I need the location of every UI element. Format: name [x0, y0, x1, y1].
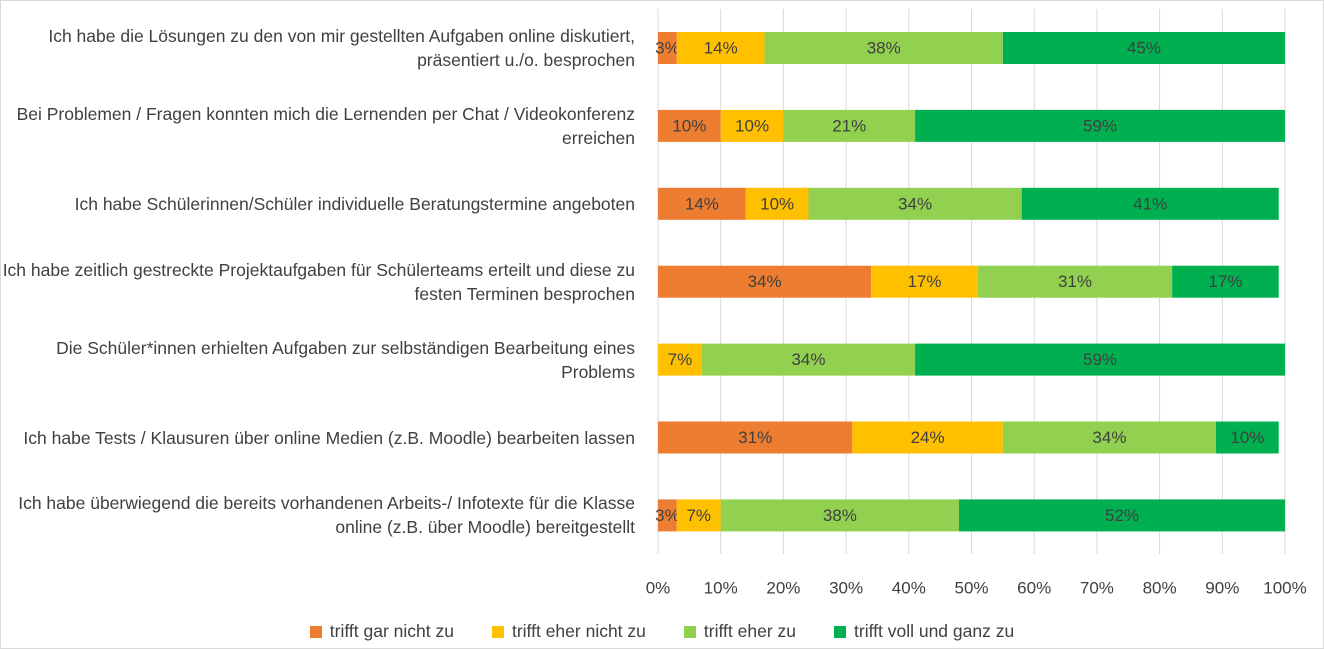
legend-swatch [491, 625, 504, 638]
x-tick-label: 80% [1143, 578, 1177, 597]
bar-segment [1021, 187, 1279, 220]
category-label: Die Schüler*innen erhielten Aufgaben zur… [56, 337, 635, 382]
value-label: 14% [704, 38, 738, 57]
value-label: 59% [1083, 116, 1117, 135]
value-label: 24% [911, 428, 945, 447]
bar-segment [658, 187, 746, 220]
bar-segment [658, 109, 721, 142]
bar-segment [808, 187, 1022, 220]
value-label: 41% [1133, 194, 1167, 213]
category-label: Ich habe überwiegend die bereits vorhand… [18, 493, 635, 538]
value-label: 34% [898, 194, 932, 213]
value-label: 34% [748, 272, 782, 291]
value-label: 3% [655, 38, 680, 57]
bar-segment [676, 499, 721, 532]
legend-swatch [834, 625, 846, 638]
category-label: Ich habe die Lösungen zu den von mir ges… [48, 26, 635, 70]
value-label: 59% [1083, 350, 1117, 369]
legend-label: trifft eher zu [703, 621, 796, 641]
value-label: 38% [823, 506, 857, 525]
value-label: 45% [1127, 38, 1161, 57]
legend-label: trifft voll und ganz zu [854, 621, 1015, 641]
value-label: 10% [1230, 428, 1264, 447]
value-label: 17% [1208, 272, 1242, 291]
bar-segment [720, 109, 784, 142]
legend-item: trifft voll und ganz zu [834, 621, 1014, 642]
legend-swatch [683, 625, 696, 638]
bar-segment [720, 499, 959, 532]
x-tick-label: 60% [1017, 578, 1051, 597]
bar-segment [701, 343, 916, 376]
bar-segment [977, 265, 1173, 298]
bar-segment [764, 32, 1003, 64]
bar-segment [658, 421, 853, 454]
x-tick-label: 20% [766, 578, 800, 597]
value-label: 31% [1058, 272, 1092, 291]
category-label: Ich habe zeitlich gestreckte Projektaufg… [2, 259, 635, 304]
bar-segment [1172, 265, 1279, 298]
value-label: 10% [760, 194, 794, 213]
bar-segment [915, 343, 1285, 376]
value-label: 31% [738, 428, 772, 447]
bar-segment [658, 343, 702, 376]
value-label: 10% [672, 116, 706, 135]
value-label: 7% [668, 350, 693, 369]
legend-item: trifft gar nicht zu [309, 621, 454, 642]
x-tick-label: 70% [1080, 578, 1114, 597]
bar-segment [658, 265, 872, 298]
value-label: 17% [907, 272, 941, 291]
category-label: Ich habe Tests / Klausuren über online M… [23, 427, 635, 448]
bar-segment [783, 109, 916, 142]
bar-segment [676, 32, 765, 64]
bar-segment [958, 499, 1285, 532]
legend-item: trifft eher zu [683, 621, 796, 642]
bar-segment [1002, 421, 1217, 454]
category-label: Bei Problemen / Fragen konnten mich die … [16, 103, 635, 148]
legend-label: trifft gar nicht zu [329, 621, 454, 641]
bar-segment [852, 421, 1003, 454]
legend-item: trifft eher nicht zu [491, 621, 646, 642]
x-tick-label: 0% [646, 578, 671, 597]
value-label: 10% [735, 116, 769, 135]
legend-swatch [309, 625, 322, 638]
value-label: 52% [1105, 506, 1139, 525]
value-label: 34% [1092, 428, 1126, 447]
legend: trifft gar nicht zu trifft eher nicht zu t… [1, 621, 1323, 642]
bar-segment [658, 499, 677, 532]
bar-segment [915, 109, 1285, 142]
bar-segment [745, 187, 809, 220]
value-label: 14% [685, 194, 719, 213]
bar-segment [871, 265, 978, 298]
value-label: 38% [867, 38, 901, 57]
legend-label: trifft eher nicht zu [511, 621, 646, 641]
value-label: 7% [686, 506, 711, 525]
x-tick-label: 100% [1263, 578, 1306, 597]
x-tick-label: 90% [1205, 578, 1239, 597]
bar-segment [658, 32, 677, 64]
bar-segment [1002, 32, 1285, 64]
x-tick-label: 40% [892, 578, 926, 597]
x-tick-label: 30% [829, 578, 863, 597]
bar-segment [1216, 421, 1279, 454]
value-label: 34% [791, 350, 825, 369]
value-label: 21% [832, 116, 866, 135]
x-tick-label: 10% [704, 578, 738, 597]
x-tick-label: 50% [954, 578, 988, 597]
value-label: 3% [655, 506, 680, 525]
category-label: Ich habe Schülerinnen/Schüler individuel… [74, 193, 635, 214]
